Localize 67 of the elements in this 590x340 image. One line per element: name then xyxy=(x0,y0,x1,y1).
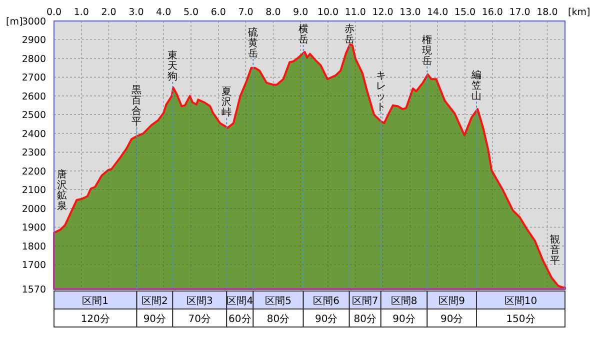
x-tick-label: 5.0 xyxy=(183,7,199,18)
y-tick-label: 1570 xyxy=(22,284,46,296)
x-tick-label: 15.0 xyxy=(454,7,476,18)
ref-line-label: 夏沢峠 xyxy=(222,86,232,119)
text: 区間4 xyxy=(226,296,254,307)
y-tick-label: 2300 xyxy=(22,148,46,159)
y-tick-label: 2000 xyxy=(22,204,46,215)
x-tick-label: 9.0 xyxy=(293,7,308,18)
text: 区間7 xyxy=(352,296,378,307)
text: 90分 xyxy=(143,313,166,325)
x-tick-label: 14.0 xyxy=(427,7,448,18)
x-tick-label: 10.0 xyxy=(317,7,339,18)
x-tick-label: 3.0 xyxy=(128,7,144,18)
y-tick-label: 1800 xyxy=(22,241,46,252)
ref-line-label: 黒百合平 xyxy=(132,85,142,128)
y-tick-label: 2800 xyxy=(22,54,46,65)
x-tick-label: 2.0 xyxy=(101,7,116,18)
text: 80分 xyxy=(266,313,290,325)
x-tick-label: 13.0 xyxy=(400,7,421,18)
text: 区間10 xyxy=(504,296,538,307)
y-tick-label: 2100 xyxy=(22,185,46,196)
text: 70分 xyxy=(188,313,211,325)
x-tick-label: 0.0 xyxy=(46,7,62,18)
x-tick-label: 11.0 xyxy=(344,7,366,18)
y-tick-label: 3000 xyxy=(22,16,46,28)
y-tick-label: 2200 xyxy=(22,166,46,178)
ref-line-label: 硫黄岳 xyxy=(248,26,258,60)
y-tick-label: 2900 xyxy=(22,35,46,46)
y-tick-label: 2500 xyxy=(22,110,46,122)
text: 80分 xyxy=(354,313,376,325)
text: 区間2 xyxy=(142,296,168,307)
text: 90分 xyxy=(392,313,416,325)
x-tick-label: 1.0 xyxy=(74,7,89,18)
x-axis-title: [km] xyxy=(568,7,590,18)
text: 区間9 xyxy=(438,296,466,307)
text: 150分 xyxy=(506,313,536,325)
ref-line-label: 東天狗 xyxy=(168,49,178,82)
text: 区間3 xyxy=(186,296,213,307)
x-tick-label: 8.0 xyxy=(266,7,281,18)
text: 区間8 xyxy=(390,296,418,307)
y-axis-title: [m] xyxy=(6,16,23,28)
text: 区間5 xyxy=(265,296,292,307)
y-tick-label: 2700 xyxy=(22,72,46,84)
y-tick-label: 1900 xyxy=(22,222,46,234)
x-tick-label: 4.0 xyxy=(156,7,172,18)
text: 120分 xyxy=(80,313,110,325)
x-tick-label: 12.0 xyxy=(372,7,394,18)
ref-line-label: 権現岳 xyxy=(422,34,432,67)
y-tick-label: 1700 xyxy=(22,260,46,272)
y-tick-label: 2400 xyxy=(22,128,46,140)
annotation: 観音平 xyxy=(550,234,560,266)
ref-line-label: 赤岳 xyxy=(344,23,354,46)
x-tick-label: 6.0 xyxy=(210,7,226,18)
ref-line-label: キレット xyxy=(376,70,386,113)
text: 60分 xyxy=(228,313,252,325)
annotation: 唐沢鉱泉 xyxy=(57,168,67,212)
x-tick-label: 7.0 xyxy=(238,7,254,18)
ref-line-label: 横岳 xyxy=(298,23,308,46)
text: 区間6 xyxy=(313,296,340,307)
x-tick-label: 18.0 xyxy=(536,7,558,18)
text: 区間1 xyxy=(82,296,109,307)
x-tick-label: 16.0 xyxy=(482,7,503,18)
text: 90分 xyxy=(314,313,338,325)
text: 90分 xyxy=(440,313,464,325)
y-tick-label: 2600 xyxy=(22,91,46,102)
ref-line-label: 編笠山 xyxy=(470,69,482,102)
x-tick-label: 17.0 xyxy=(509,7,530,18)
